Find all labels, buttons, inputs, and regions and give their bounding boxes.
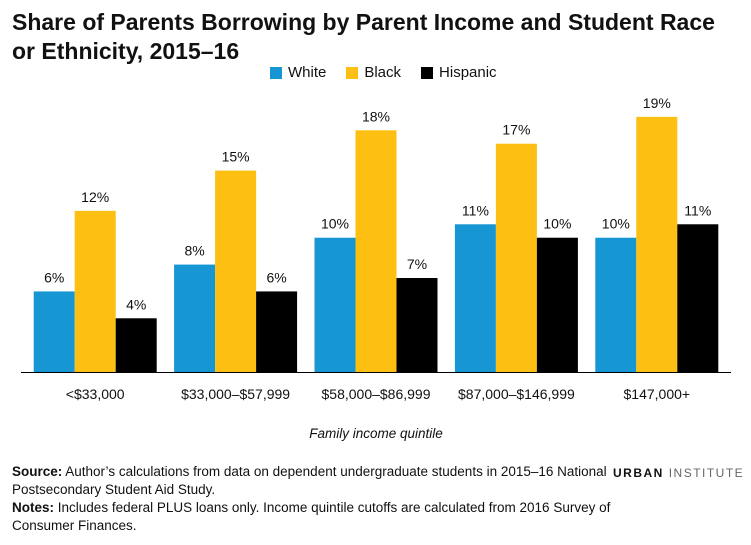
chart-title: Share of Parents Borrowing by Parent Inc… [12,9,715,64]
notes-text: Includes federal PLUS loans only. Income… [12,500,611,533]
notes-label: Notes: [12,500,55,515]
bar-black-2 [355,130,397,372]
legend-swatch-black [346,66,359,79]
x-tick-label-1: $33,000–$57,999 [181,386,290,402]
x-tick-label-4: $147,000+ [624,386,691,402]
bar-white-2 [314,237,356,372]
bar-hispanic-1 [256,291,298,372]
urban-institute-logo: URBAN INSTITUTE [613,466,744,480]
x-tick-label-2: $58,000–$86,999 [322,386,431,402]
data-label-black-2: 18% [362,108,390,124]
bar-white-1 [174,264,216,372]
legend-label-black: Black [364,64,402,81]
legend-swatch-white [270,66,282,79]
legend-item-black: Black [346,64,401,81]
data-label-white-4: 10% [602,216,630,232]
x-tick-label-3: $87,000–$146,999 [458,386,575,402]
source-note: Source: Author’s calculations from data … [12,463,612,499]
data-label-white-1: 8% [184,243,204,259]
data-label-black-3: 17% [502,122,530,138]
bar-hispanic-0 [115,318,157,372]
data-label-hispanic-4: 11% [684,202,711,218]
data-label-black-0: 12% [81,189,109,205]
source-text: Author’s calculations from data on depen… [12,464,607,497]
legend: White Black Hispanic [270,64,497,81]
legend-swatch-hispanic [421,66,434,79]
data-label-hispanic-0: 4% [126,296,146,312]
legend-label-hispanic: Hispanic [439,64,497,81]
logo-part2: INSTITUTE [668,466,745,480]
bar-white-3 [454,224,496,372]
bar-black-0 [74,210,116,372]
data-label-hispanic-1: 6% [266,269,286,285]
bar-white-4 [595,237,637,372]
source-label: Source: [12,464,63,479]
bar-hispanic-3 [536,237,578,372]
bar-hispanic-2 [396,278,438,372]
x-tick-label-0: <$33,000 [66,386,125,402]
data-label-white-3: 11% [462,202,489,218]
bar-black-3 [495,143,537,372]
data-label-white-2: 10% [321,216,349,232]
legend-item-hispanic: Hispanic [421,64,497,81]
bar-black-4 [636,116,678,372]
data-label-black-4: 19% [643,95,671,111]
legend-label-white: White [288,64,327,81]
legend-item-white: White [270,64,326,81]
data-label-black-1: 15% [222,149,250,165]
bar-hispanic-4 [677,224,719,372]
data-label-white-0: 6% [44,269,64,285]
data-label-hispanic-2: 7% [407,256,427,272]
data-label-hispanic-3: 10% [543,216,571,232]
bar-black-1 [215,170,257,372]
chart-footer: Source: Author’s calculations from data … [12,463,612,535]
bar-white-0 [33,291,75,372]
x-axis-title: Family income quintile [309,426,443,441]
notes-note: Notes: Includes federal PLUS loans only.… [12,499,612,535]
logo-part1: URBAN [613,466,664,480]
